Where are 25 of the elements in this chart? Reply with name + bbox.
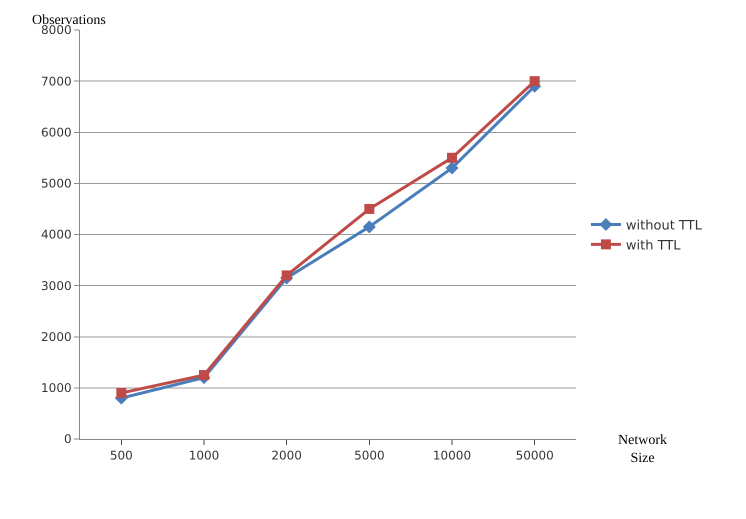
y-tick-label: 4000 [41, 228, 72, 242]
x-tick-label: 2000 [271, 448, 302, 462]
x-tick-label: 50000 [516, 448, 554, 462]
y-tick-label: 5000 [41, 176, 72, 191]
y-tick-label: 6000 [41, 125, 72, 140]
point [364, 204, 374, 214]
point [116, 388, 126, 398]
x-axis-title: Network Size [618, 433, 667, 466]
point [199, 370, 209, 380]
legend-label: with TTL [626, 238, 682, 254]
x-tick-label: 500 [110, 448, 133, 462]
legend-label: without TTL [626, 218, 703, 234]
y-tick-label: 3000 [41, 278, 72, 293]
y-tick-label: 2000 [41, 330, 72, 344]
point [446, 162, 458, 175]
point [282, 270, 292, 280]
point [447, 152, 457, 163]
point [362, 220, 376, 234]
x-tick-label: 10000 [432, 448, 472, 462]
x-tick-label: 5000 [354, 448, 385, 462]
point [530, 76, 540, 86]
y-tick-label: 7000 [41, 74, 72, 88]
y-tick-label: 1000 [41, 381, 72, 396]
y-tick-label: 0 [64, 432, 72, 446]
x-tick-label: 1000 [188, 448, 220, 462]
